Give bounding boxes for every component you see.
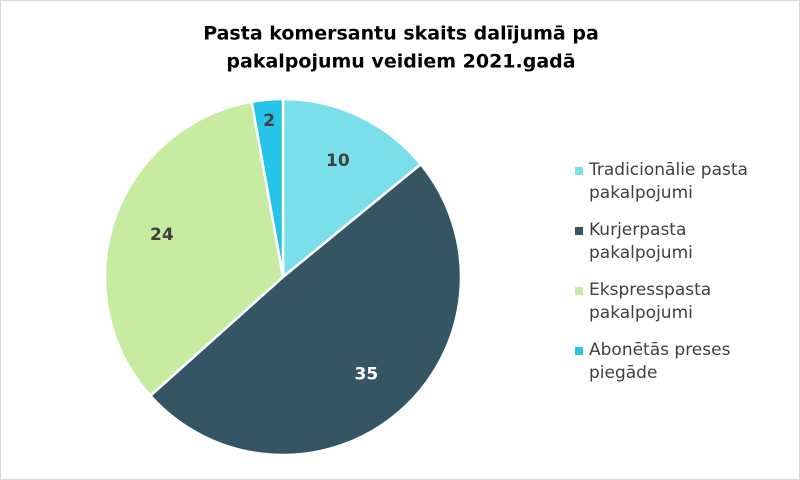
data-label: 10 — [326, 151, 350, 171]
legend-item: Kurjerpasta pakalpojumi — [575, 219, 790, 265]
legend-swatch — [575, 287, 583, 295]
legend-label: Tradicionālie pasta pakalpojumi — [589, 160, 748, 203]
pie-slice — [103, 100, 285, 398]
legend-swatch — [575, 167, 583, 175]
data-label: 24 — [150, 225, 174, 245]
chart-title: pakalpojumu veidiem 2021.gadā — [226, 51, 575, 73]
legend-swatch — [575, 347, 583, 355]
pie-slice — [250, 97, 285, 278]
chart-title: Pasta komersantu skaits dalījumā pa — [203, 23, 599, 45]
data-label: 35 — [355, 364, 379, 384]
legend: Tradicionālie pasta pakalpojumi Kurjerpas… — [575, 159, 790, 399]
data-label: 2 — [263, 111, 275, 131]
legend-item: Tradicionālie pasta pakalpojumi — [575, 159, 790, 205]
legend-item: Abonētās preses piegāde — [575, 339, 790, 385]
legend-swatch — [575, 227, 583, 235]
legend-label: Abonētās preses piegāde — [589, 340, 731, 383]
legend-label: Kurjerpasta pakalpojumi — [589, 220, 693, 263]
pie-slice — [148, 162, 463, 457]
pie-slice — [281, 97, 423, 280]
legend-label: Ekspresspasta pakalpojumi — [589, 280, 712, 323]
legend-item: Ekspresspasta pakalpojumi — [575, 279, 790, 325]
